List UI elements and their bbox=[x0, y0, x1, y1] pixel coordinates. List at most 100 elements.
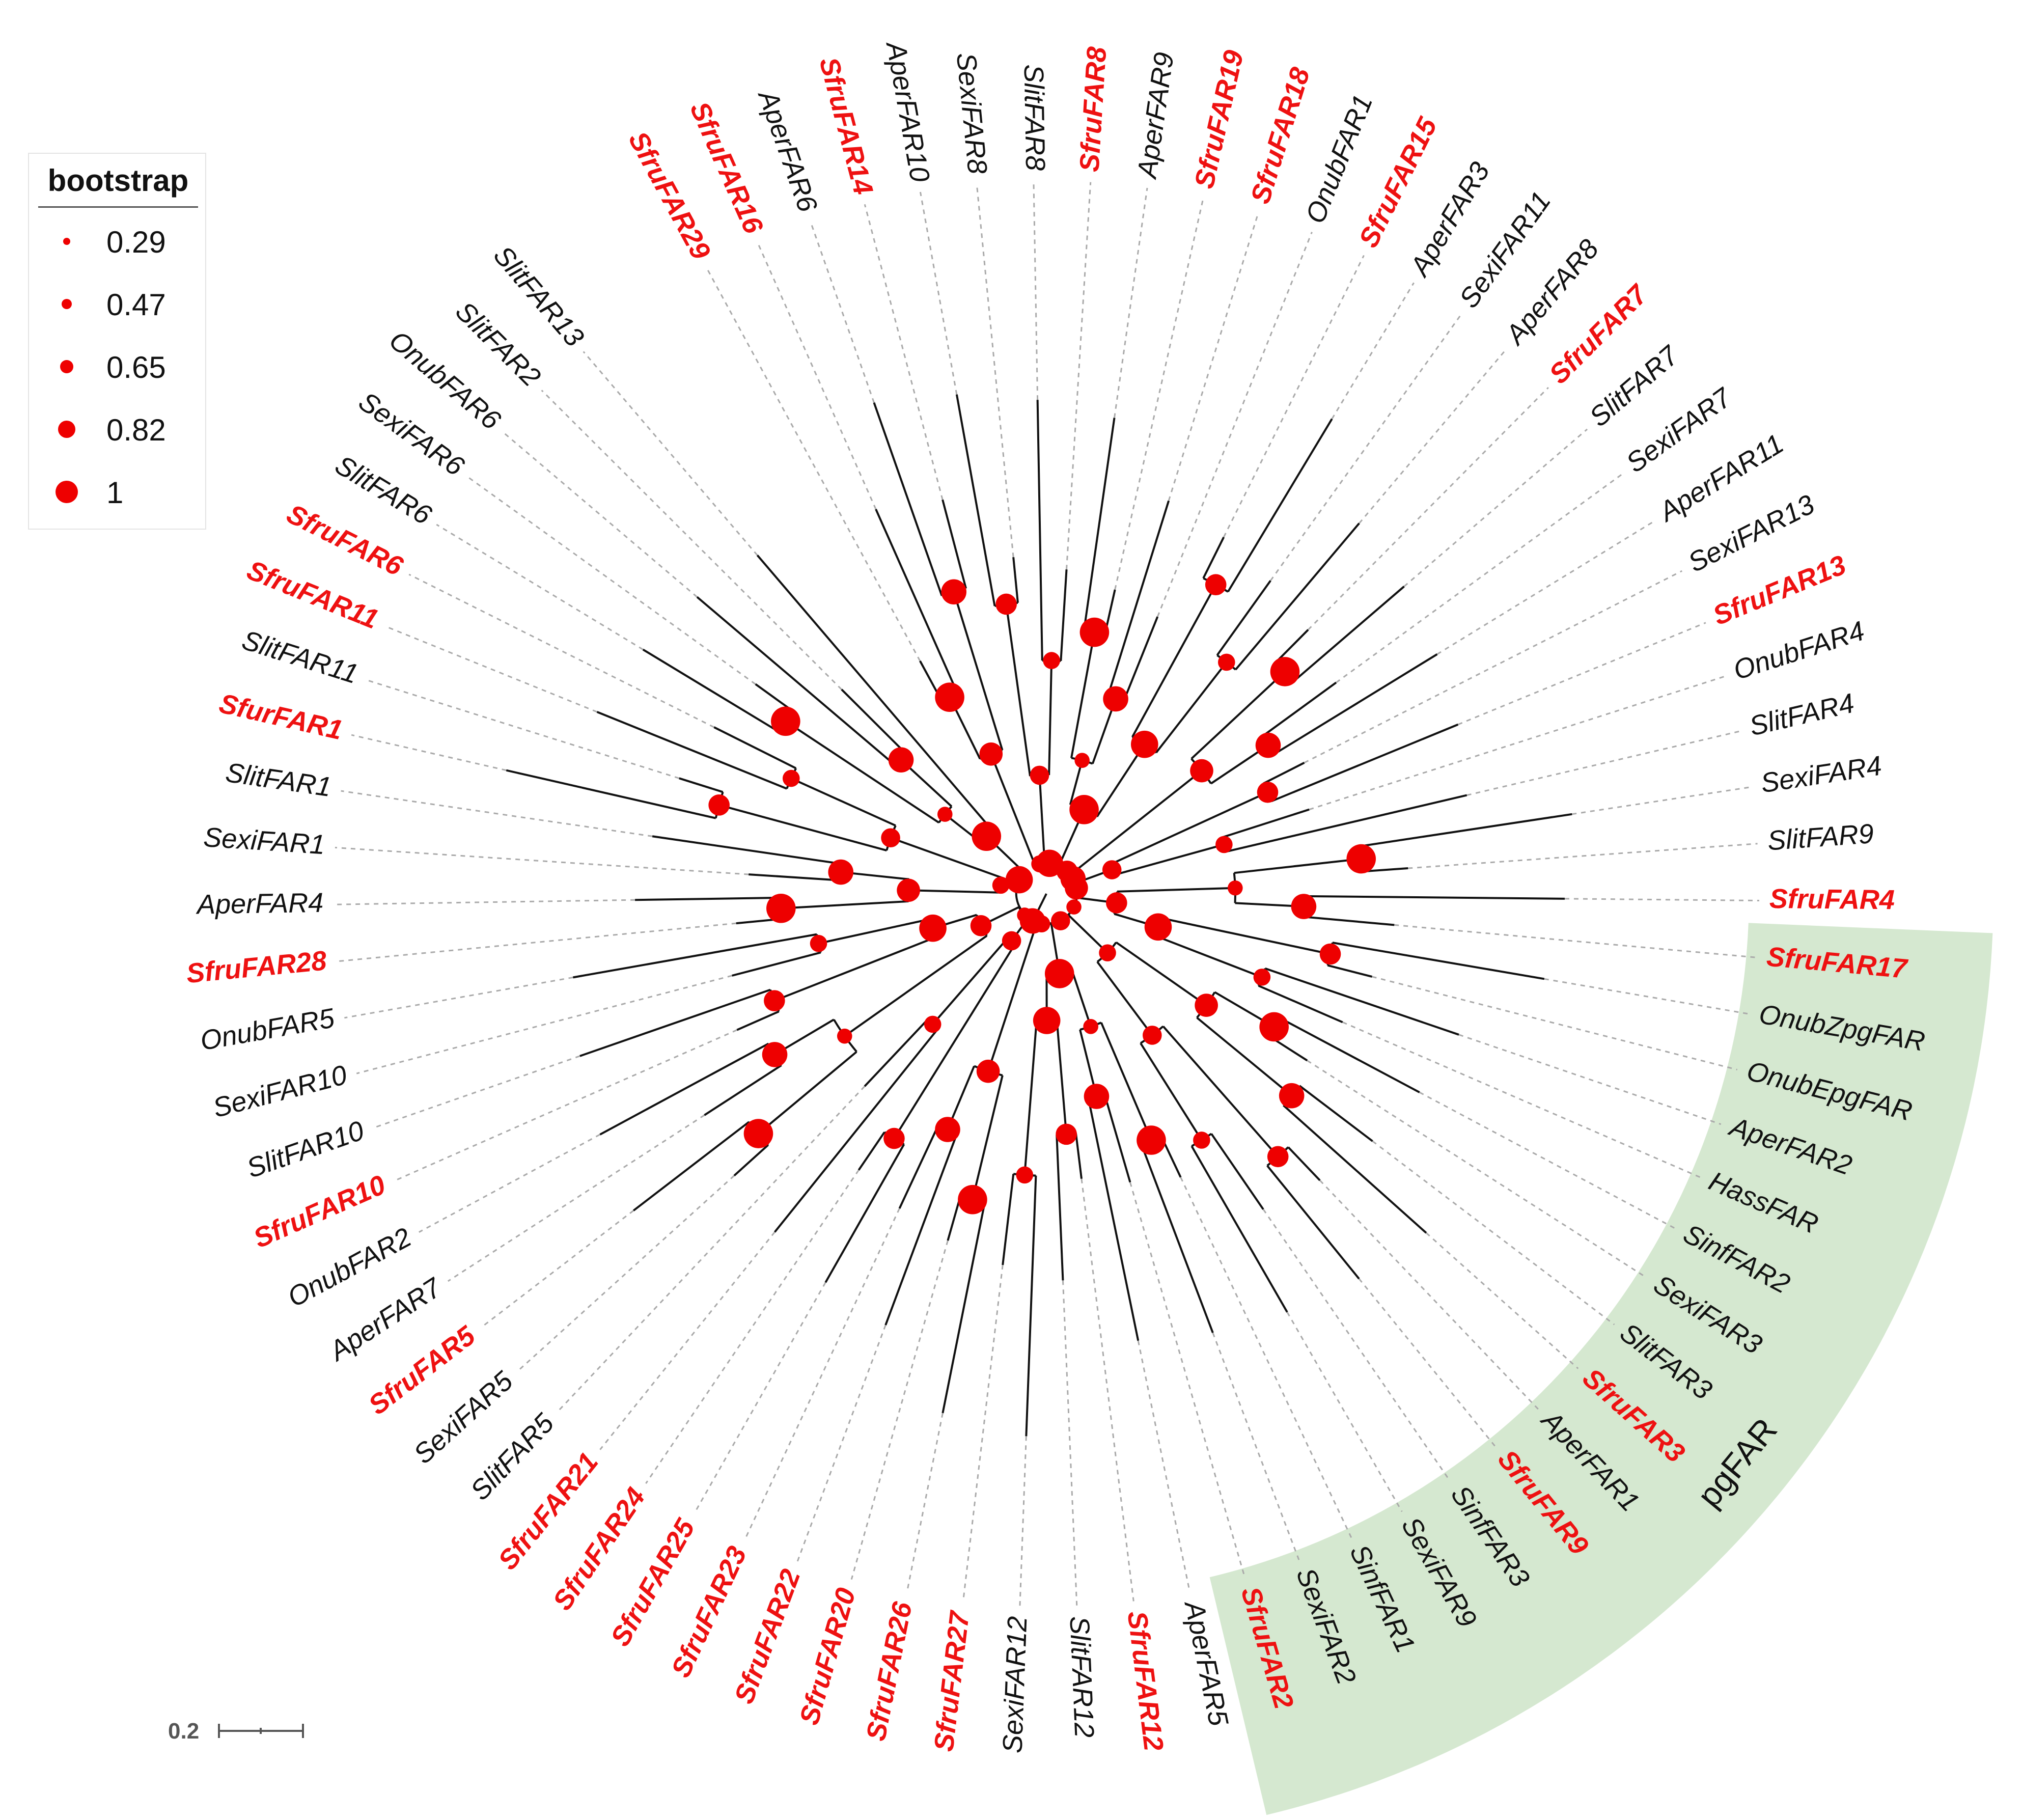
bootstrap-node bbox=[1103, 686, 1128, 712]
bootstrap-node bbox=[1002, 931, 1021, 951]
branch bbox=[652, 835, 842, 865]
tip-guide bbox=[335, 846, 749, 875]
branch bbox=[1023, 1020, 1038, 1175]
pgfar-clade-band bbox=[1209, 923, 1993, 1815]
tip-label: SfruFAR18 bbox=[1245, 64, 1316, 207]
branch bbox=[1216, 580, 1271, 656]
branch bbox=[1122, 616, 1159, 702]
branch bbox=[1048, 660, 1053, 776]
branch bbox=[1190, 671, 1286, 760]
bootstrap-node bbox=[970, 915, 992, 936]
branch bbox=[1071, 970, 1092, 1027]
legend-divider bbox=[38, 206, 198, 208]
tip-guide bbox=[1331, 282, 1415, 420]
bootstrap-node bbox=[1083, 1019, 1098, 1034]
branch bbox=[1056, 1019, 1068, 1135]
branch bbox=[955, 394, 996, 606]
bootstrap-node bbox=[1193, 1132, 1210, 1149]
bootstrap-node bbox=[1270, 657, 1300, 686]
tip-guide bbox=[480, 1209, 634, 1329]
tip-label: SfruFAR12 bbox=[1122, 1609, 1169, 1752]
tip-guide bbox=[1359, 348, 1507, 524]
tip-guide bbox=[1544, 978, 1750, 1015]
branch bbox=[1100, 1022, 1152, 1141]
tip-guide bbox=[447, 1114, 705, 1282]
tip-guide bbox=[850, 1240, 949, 1580]
tip-guide-lines bbox=[334, 181, 1759, 1607]
branch bbox=[596, 711, 787, 790]
bootstrap-node bbox=[883, 1127, 905, 1149]
tip-guide bbox=[1436, 520, 1655, 655]
branch bbox=[1279, 1016, 1420, 1093]
bootstrap-node bbox=[1257, 781, 1279, 803]
branch bbox=[718, 804, 887, 851]
bootstrap-node bbox=[935, 682, 964, 712]
tip-guide bbox=[1572, 786, 1752, 815]
legend-dot-large bbox=[56, 481, 78, 503]
tip-label: OnubFAR4 bbox=[1730, 615, 1868, 685]
bootstrap-legend: bootstrap 0.29 0.47 0.65 0.82 1 bbox=[28, 153, 206, 530]
bootstrap-node bbox=[888, 747, 914, 773]
tip-guide bbox=[1457, 622, 1706, 726]
bootstrap-node bbox=[762, 1042, 788, 1067]
branch bbox=[632, 1121, 750, 1211]
bootstrap-node bbox=[1130, 730, 1158, 758]
bootstrap-node bbox=[1319, 943, 1341, 965]
branch bbox=[790, 777, 896, 826]
tip-guide bbox=[1019, 1436, 1027, 1607]
branch bbox=[1096, 743, 1146, 817]
bootstrap-node bbox=[764, 990, 785, 1011]
branch bbox=[732, 951, 821, 977]
tip-guide bbox=[796, 1325, 887, 1562]
branch bbox=[1087, 1098, 1140, 1341]
branch bbox=[755, 683, 793, 712]
tip-guide bbox=[1394, 924, 1757, 958]
tip-guide bbox=[344, 976, 573, 1019]
bootstrap-node bbox=[1217, 653, 1235, 671]
bootstrap-node bbox=[1016, 1166, 1034, 1184]
branch bbox=[990, 754, 1036, 866]
legend-label: 0.65 bbox=[106, 350, 166, 384]
branch bbox=[635, 896, 781, 901]
legend-label: 0.47 bbox=[106, 288, 166, 322]
bootstrap-node bbox=[1106, 892, 1127, 914]
tip-guide bbox=[1262, 1208, 1451, 1482]
branch bbox=[1140, 1144, 1214, 1333]
legend-item: 0.29 bbox=[29, 217, 207, 263]
tip-guide bbox=[419, 1134, 601, 1233]
branch bbox=[1271, 723, 1459, 803]
bootstrap-node bbox=[1020, 908, 1046, 934]
branch bbox=[884, 1133, 958, 1326]
branch bbox=[1287, 1146, 1321, 1181]
tip-guide bbox=[516, 1175, 735, 1372]
branch bbox=[758, 1051, 857, 1135]
branch bbox=[713, 726, 797, 769]
tip-label: SfruFAR4 bbox=[1769, 884, 1895, 915]
branch bbox=[1103, 1094, 1131, 1183]
legend-dot bbox=[60, 360, 73, 373]
tip-guide bbox=[351, 734, 507, 771]
tip-guide bbox=[1286, 1311, 1403, 1512]
bootstrap-node bbox=[1143, 1026, 1162, 1045]
tip-label: AperFAR9 bbox=[1131, 50, 1180, 181]
tip-guide bbox=[1319, 1179, 1539, 1410]
tip-label: AperFAR6 bbox=[752, 85, 823, 216]
tip-guide bbox=[1372, 976, 1738, 1071]
branch bbox=[1060, 569, 1068, 661]
tip-label: SfruFAR14 bbox=[813, 54, 878, 198]
tip-guide bbox=[1137, 1340, 1191, 1592]
scale-bar: 0.2 bbox=[168, 1719, 304, 1744]
branch bbox=[1154, 934, 1263, 978]
bootstrap-node bbox=[1255, 732, 1281, 758]
tip-label: SexiFAR8 bbox=[951, 51, 993, 176]
tip-guide bbox=[337, 922, 736, 962]
bootstrap-node bbox=[1291, 894, 1317, 919]
tip-guide bbox=[1269, 313, 1462, 582]
tip-guide bbox=[1307, 387, 1549, 630]
clade-band bbox=[1209, 923, 1993, 1815]
tip-label: SexiFAR10 bbox=[210, 1059, 350, 1123]
bootstrap-node bbox=[897, 878, 920, 902]
bootstrap-node bbox=[1137, 1125, 1166, 1155]
tip-label: SfruFAR26 bbox=[861, 1599, 918, 1743]
branch bbox=[1202, 536, 1225, 579]
